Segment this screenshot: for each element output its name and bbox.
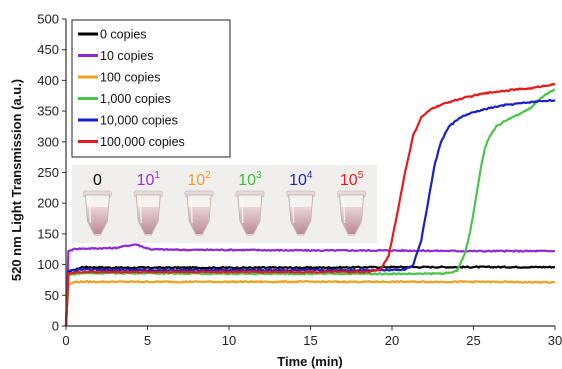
x-tick-label: 20 <box>385 333 399 348</box>
y-tick-label: 0 <box>52 319 59 334</box>
x-tick-label: 30 <box>548 333 562 348</box>
tube-label: 104 <box>289 170 313 189</box>
y-axis-title: 520 nm Light Transmission (a.u.) <box>9 79 24 281</box>
y-tick-label: 300 <box>37 134 59 149</box>
y-tick-label: 50 <box>45 288 59 303</box>
tube <box>83 190 112 236</box>
y-tick-label: 100 <box>37 257 59 272</box>
x-tick-label: 15 <box>303 333 317 348</box>
legend: 0 copies 10 copies 100 copies 1,000 copies 1… <box>71 19 231 158</box>
legend-label: 1,000 copies <box>100 92 171 106</box>
tube-label: 102 <box>187 170 211 189</box>
legend-label: 10,000 copies <box>100 114 178 128</box>
legend-label: 100 copies <box>100 71 160 85</box>
series-line <box>64 280 556 327</box>
y-tick-label: 450 <box>37 42 59 57</box>
inset-background <box>72 165 377 243</box>
y-tick-label: 200 <box>37 196 59 211</box>
y-tick-label: 500 <box>37 12 59 27</box>
x-tick-label: 0 <box>62 333 69 348</box>
y-tick-label: 150 <box>37 226 59 241</box>
tube <box>133 190 163 236</box>
series-layer <box>64 82 556 327</box>
tube <box>337 190 366 236</box>
legend-label: 0 copies <box>100 28 147 42</box>
tube <box>235 190 265 236</box>
series-line <box>64 98 556 327</box>
y-tick-label: 400 <box>37 73 59 88</box>
tube <box>184 190 214 236</box>
legend-label: 100,000 copies <box>100 135 185 149</box>
tube-label: 101 <box>137 170 161 189</box>
legend-box <box>71 19 231 158</box>
tube <box>286 190 316 236</box>
x-axis-title: Time (min) <box>277 354 343 369</box>
inset-photo: 0 101 102 103 104 105 <box>72 165 377 243</box>
x-tick-label: 25 <box>466 333 480 348</box>
x-tick-label: 5 <box>144 333 151 348</box>
series-line <box>64 265 556 327</box>
legend-label: 10 copies <box>100 49 154 63</box>
tube-label: 105 <box>340 170 364 189</box>
tube-label: 0 <box>93 172 102 189</box>
series-line <box>64 82 556 327</box>
y-tick-label: 350 <box>37 104 59 119</box>
y-tick-label: 250 <box>37 165 59 180</box>
tube-label: 103 <box>238 170 262 189</box>
x-tick-label: 10 <box>222 333 236 348</box>
series-line <box>64 243 556 327</box>
